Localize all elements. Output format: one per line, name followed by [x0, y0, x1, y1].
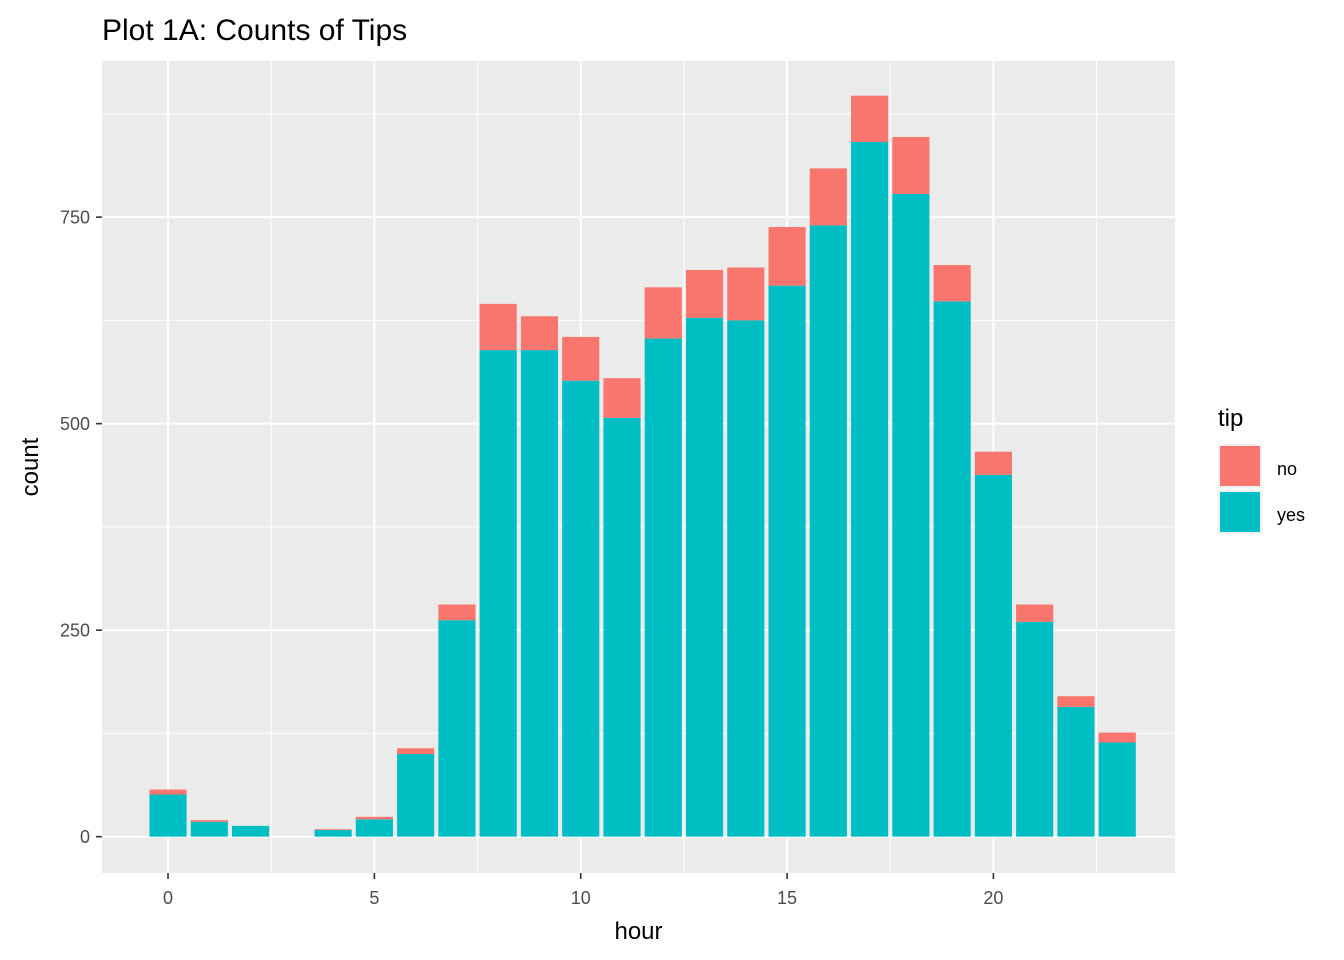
bar-yes-hour-6: [397, 754, 435, 837]
bar-yes-hour-22: [1057, 706, 1095, 837]
x-tick-label: 15: [777, 888, 797, 908]
bar-no-hour-11: [603, 378, 641, 418]
bar-yes-hour-12: [644, 338, 682, 837]
chart-title: Plot 1A: Counts of Tips: [102, 14, 407, 47]
bar-yes-hour-13: [685, 317, 724, 837]
bar-no-hour-22: [1057, 696, 1095, 707]
bar-yes-hour-4: [314, 830, 352, 837]
bar-no-hour-9: [520, 316, 559, 351]
x-tick-label: 20: [983, 888, 1003, 908]
y-tick-label: 750: [60, 208, 90, 228]
bar-yes-hour-17: [851, 141, 889, 837]
y-axis-ticks: 0 250 500 750: [60, 208, 102, 847]
bar-yes-hour-15: [768, 285, 806, 837]
x-tick-label: 5: [369, 888, 379, 908]
bar-no-hour-18: [892, 136, 930, 194]
bar-yes-hour-16: [809, 225, 847, 837]
legend-label-no: no: [1277, 459, 1297, 479]
bar-yes-hour-20: [974, 474, 1012, 837]
bar-no-hour-21: [1016, 604, 1054, 622]
legend-swatch-no: [1220, 446, 1260, 486]
bar-no-hour-13: [685, 269, 724, 318]
bar-no-hour-4: [314, 829, 352, 831]
x-tick-label: 0: [163, 888, 173, 908]
bar-no-hour-0: [149, 789, 187, 795]
bar-yes-hour-0: [149, 794, 187, 837]
bar-no-hour-20: [974, 451, 1012, 475]
y-tick-label: 250: [60, 621, 90, 641]
bar-yes-hour-18: [892, 193, 930, 837]
bar-no-hour-6: [397, 748, 435, 755]
bar-yes-hour-23: [1098, 742, 1136, 837]
bar-no-hour-15: [768, 227, 806, 286]
bar-yes-hour-9: [520, 350, 559, 837]
y-tick-label: 500: [60, 414, 90, 434]
bar-yes-hour-5: [355, 819, 393, 837]
bar-yes-hour-8: [479, 350, 517, 837]
bar-no-hour-14: [727, 267, 765, 321]
legend-label-yes: yes: [1277, 505, 1305, 525]
x-axis-title: hour: [614, 918, 662, 945]
bar-no-hour-5: [355, 816, 393, 820]
legend-title: tip: [1218, 405, 1243, 432]
legend-swatch-yes: [1220, 492, 1260, 532]
bar-no-hour-19: [933, 265, 971, 302]
bar-no-hour-17: [851, 95, 889, 142]
bar-no-hour-10: [562, 336, 600, 381]
bar-yes-hour-21: [1016, 621, 1054, 837]
bar-no-hour-23: [1098, 732, 1136, 743]
legend: tip no yes: [1218, 405, 1305, 534]
bar-yes-hour-1: [190, 821, 228, 837]
bar-no-hour-12: [644, 287, 682, 339]
y-axis-title: count: [17, 437, 44, 496]
bar-yes-hour-7: [438, 620, 476, 837]
bar-no-hour-8: [479, 303, 517, 351]
x-tick-label: 10: [571, 888, 591, 908]
bar-yes-hour-2: [231, 825, 270, 837]
bars: [149, 95, 1136, 837]
bar-yes-hour-14: [727, 320, 765, 837]
y-tick-label: 0: [80, 827, 90, 847]
bar-no-hour-16: [809, 168, 847, 226]
bar-no-hour-7: [438, 604, 476, 621]
bar-yes-hour-19: [933, 301, 971, 837]
bar-yes-hour-11: [603, 417, 641, 837]
x-axis-ticks: 0 5 10 15 20: [163, 873, 1003, 908]
bar-yes-hour-10: [562, 380, 600, 837]
bar-no-hour-1: [190, 820, 228, 822]
